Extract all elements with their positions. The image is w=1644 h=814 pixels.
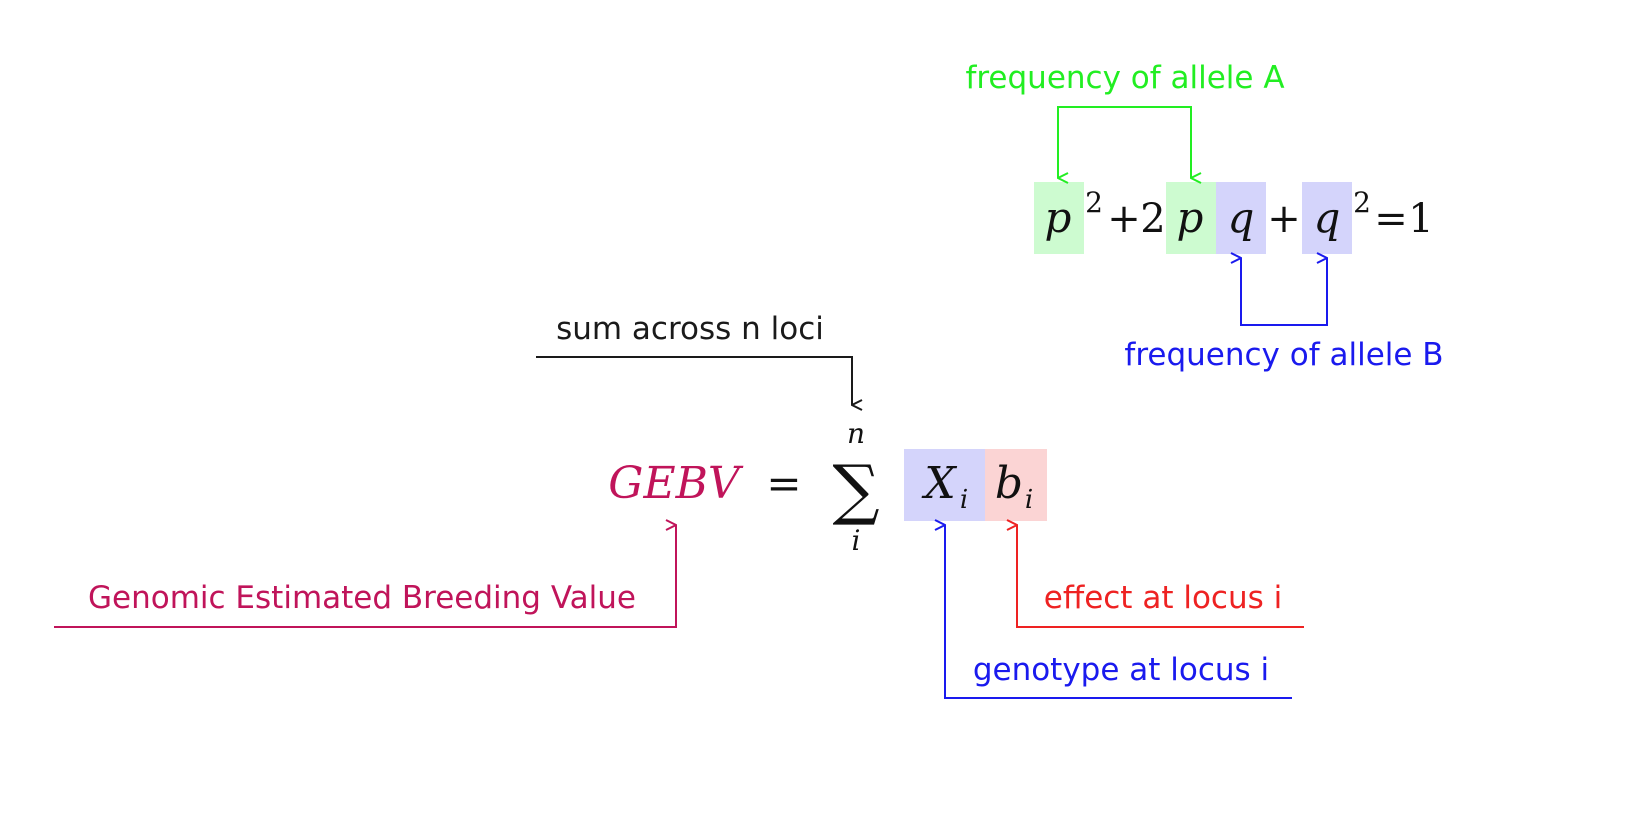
hw-plus-sign-2: + (1267, 196, 1301, 242)
hw-square-exponent-1: 2 (1085, 186, 1103, 219)
gebv-connector (54, 525, 677, 628)
gebv-label: Genomic Estimated Breeding Value (88, 580, 636, 616)
effect-b-symbol: b (995, 458, 1023, 509)
effect-connector (1017, 525, 1304, 628)
hw-q-term-1: q (1228, 193, 1255, 242)
hw-equals-sign: = (1374, 196, 1408, 242)
effect-annotation: effect at locus i (1017, 525, 1304, 628)
genotype-x-subscript: i (960, 485, 968, 515)
effect-highlight-box (985, 449, 1047, 521)
genotype-x-symbol: X (921, 458, 957, 509)
hw-coefficient-two: 2 (1140, 196, 1165, 242)
hardy-weinberg-equation: p 2 + 2 p q + q 2 = 1 (1034, 182, 1434, 254)
genotype-annotation: genotype at locus i (945, 525, 1292, 699)
sum-label: sum across n loci (556, 311, 824, 347)
allele-b-annotation: frequency of allele B (1124, 258, 1444, 373)
hw-plus-sign-1: + (1107, 196, 1141, 242)
gebv-annotation: Genomic Estimated Breeding Value (54, 525, 677, 628)
hw-q-term-2: q (1314, 193, 1341, 242)
summation-sigma: ∑ (832, 451, 879, 528)
p-highlight-box-1 (1034, 182, 1084, 254)
effect-label: effect at locus i (1044, 580, 1282, 616)
genotype-label: genotype at locus i (973, 652, 1269, 688)
allele-a-label: frequency of allele A (965, 60, 1284, 96)
gebv-formula: GEBV = ∑ n i X i b i (608, 417, 1047, 557)
genotype-highlight-box (904, 449, 985, 521)
hw-p-term-2: p (1177, 193, 1204, 242)
allele-a-annotation: frequency of allele A (965, 60, 1285, 178)
sum-connector (536, 356, 852, 405)
hw-one: 1 (1408, 196, 1433, 242)
hw-square-exponent-2: 2 (1353, 186, 1371, 219)
hw-p-term-1: p (1045, 193, 1072, 242)
q-highlight-box-2 (1302, 182, 1352, 254)
allele-a-bracket (1057, 106, 1192, 178)
effect-b-subscript: i (1025, 485, 1033, 515)
summation-lower-limit: i (852, 524, 861, 557)
allele-b-label: frequency of allele B (1124, 337, 1443, 373)
allele-b-bracket (1240, 258, 1328, 326)
genotype-connector (945, 525, 1292, 699)
q-highlight-box-1 (1216, 182, 1266, 254)
sum-annotation: sum across n loci (536, 311, 852, 405)
summation-upper-limit: n (847, 417, 865, 450)
gebv-symbol: GEBV (608, 458, 744, 509)
p-highlight-box-2 (1166, 182, 1216, 254)
gebv-equals-sign: = (766, 459, 801, 508)
